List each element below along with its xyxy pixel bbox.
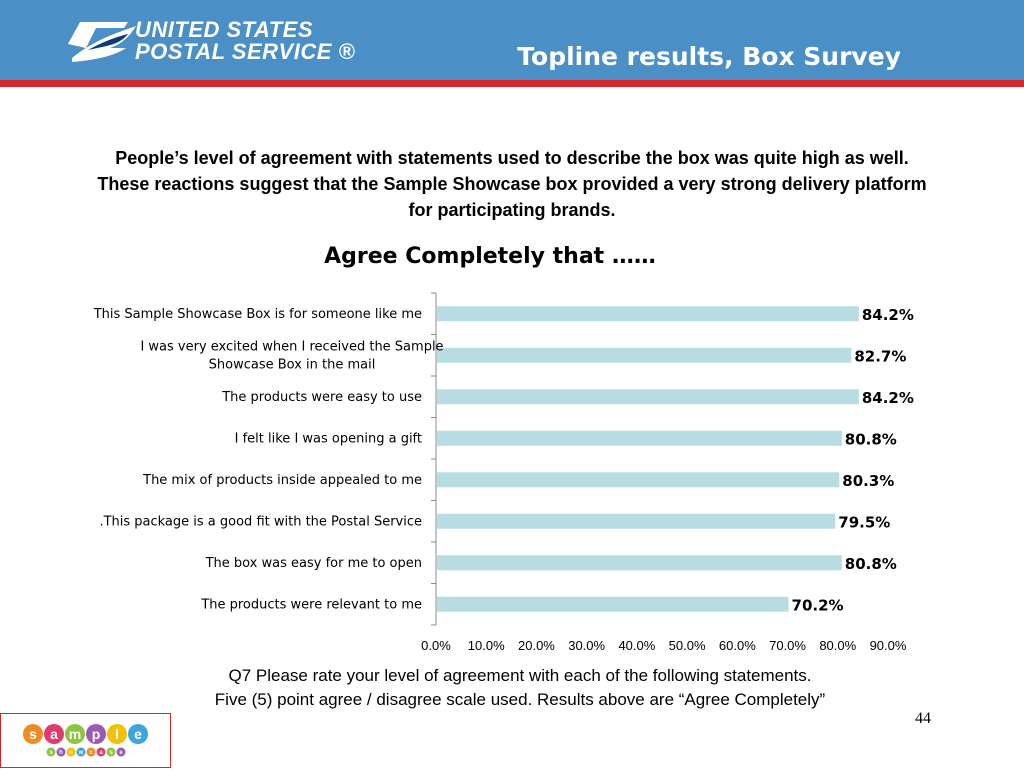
logo-dot-letter: a (99, 750, 103, 756)
logo-dot-letter: w (78, 750, 84, 756)
data-label: 80.8% (845, 430, 897, 448)
logo-circle (107, 724, 127, 744)
intro-line-2: These reactions suggest that the Sample … (97, 174, 927, 194)
logo-circle-letter: l (115, 726, 119, 742)
logo-circle (65, 724, 85, 744)
intro-text: People’s level of agreement with stateme… (12, 145, 1012, 223)
bar-chart: 84.2% This Sample Showcase Box is for som… (93, 292, 914, 653)
logo-circle (44, 724, 64, 744)
x-tick-label: 40.0% (618, 638, 655, 653)
slide-title: Topline results, Box Survey (517, 42, 901, 71)
usps-eagle-logo-icon (68, 22, 136, 62)
logo-dot (96, 747, 106, 757)
x-tick-label: 60.0% (719, 638, 756, 653)
category-label: The products were easy to use (221, 390, 422, 405)
data-label: 79.5% (838, 513, 890, 531)
logo-dot (86, 747, 96, 757)
bar (437, 555, 842, 571)
bar (437, 513, 836, 529)
x-tick-label: 90.0% (870, 638, 907, 653)
chart-title: Agree Completely that …… (324, 244, 656, 269)
logo-circle-letter: e (134, 726, 142, 742)
data-label: 84.2% (862, 389, 914, 407)
logo-circle (128, 724, 148, 744)
logo-circle (23, 724, 43, 744)
bar (437, 389, 859, 405)
logo-dot (56, 747, 66, 757)
logo-dot-letter: o (69, 750, 73, 756)
bar (437, 596, 789, 612)
header-bar: UNITED STATES POSTAL SERVICE ® Topline r… (0, 0, 1024, 80)
logo-circle-letter: a (50, 726, 58, 742)
x-tick-label: 0.0% (421, 638, 451, 653)
bar (437, 472, 840, 488)
logo-circle-letter: p (92, 726, 101, 742)
x-tick-label: 50.0% (669, 638, 706, 653)
data-label: 84.2% (862, 306, 914, 324)
category-label: Showcase Box in the mail (209, 357, 376, 372)
x-tick-label: 80.0% (819, 638, 856, 653)
category-label: The mix of products inside appealed to m… (142, 473, 422, 488)
bar (437, 347, 852, 363)
logo-dot-letter: e (119, 750, 123, 756)
data-label: 80.8% (845, 555, 897, 573)
category-label: The box was easy for me to open (205, 556, 422, 571)
bar (437, 306, 859, 322)
x-tick-label: 30.0% (568, 638, 605, 653)
category-label: I was very excited when I received the S… (140, 339, 443, 354)
logo-line-2: POSTAL SERVICE ® (135, 39, 356, 64)
intro-line-3: for participating brands. (408, 200, 616, 220)
logo-line-1: UNITED STATES (135, 17, 314, 42)
x-tick-label: 10.0% (468, 638, 505, 653)
data-label: 70.2% (792, 596, 844, 614)
footnote-line-1: Q7 Please rate your level of agreement w… (228, 666, 812, 685)
logo-dot (46, 747, 56, 757)
data-label: 82.7% (854, 347, 906, 365)
intro-line-1: People’s level of agreement with stateme… (115, 148, 909, 168)
logo-circle-letter: m (69, 726, 81, 742)
category-label: The products were relevant to me (200, 597, 422, 612)
logo-dot-letter: s (109, 750, 113, 756)
data-label: 80.3% (842, 472, 894, 490)
logo-dot (106, 747, 116, 757)
category-label: This Sample Showcase Box is for someone … (93, 307, 422, 322)
x-tick-label: 70.0% (769, 638, 806, 653)
footnote: Q7 Please rate your level of agreement w… (0, 664, 1024, 712)
logo-dot (116, 747, 126, 757)
logo-dot-letter: c (89, 750, 93, 756)
logo-dot (76, 747, 86, 757)
logo-dot-letter: s (49, 750, 53, 756)
logo-circle-letter: s (29, 726, 37, 742)
bar (437, 430, 842, 446)
logo-circle (86, 724, 106, 744)
x-tick-label: 20.0% (518, 638, 555, 653)
header-stripe (0, 80, 1024, 87)
logo-dot (66, 747, 76, 757)
category-label: .This package is a good fit with the Pos… (99, 514, 422, 529)
logo-dot-letter: h (59, 750, 63, 756)
footnote-line-2: Five (5) point agree / disagree scale us… (214, 690, 826, 709)
category-label: I felt like I was opening a gift (235, 431, 422, 446)
page-number: 44 (915, 710, 931, 727)
usps-logo-wordmark: UNITED STATES POSTAL SERVICE ® (135, 19, 355, 63)
